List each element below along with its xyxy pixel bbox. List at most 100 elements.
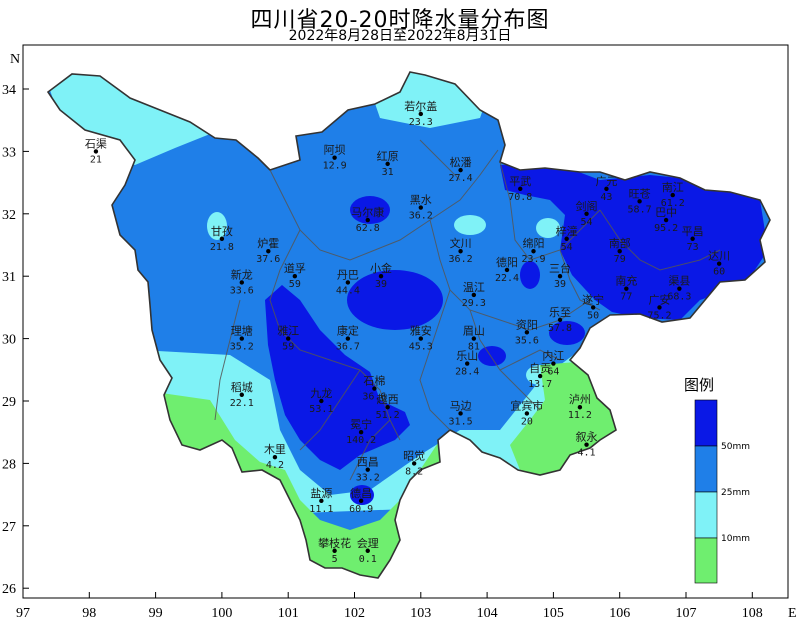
station-dot [332, 155, 337, 160]
station-value: 70.8 [508, 192, 532, 203]
station-value: 11.1 [309, 504, 333, 515]
station-value: 4.1 [578, 448, 596, 459]
x-tick-label: 101 [278, 606, 299, 621]
station-dot [365, 467, 370, 472]
station-value: 0.1 [359, 554, 377, 565]
x-tick-label: 104 [477, 606, 498, 621]
station: 眉山 81 [463, 325, 485, 353]
station-name: 昭觉 [403, 449, 425, 462]
station-dot [465, 361, 470, 366]
station: 达川 60 [708, 250, 730, 278]
station-value: 13.7 [528, 379, 552, 390]
station-dot [504, 267, 510, 273]
station-dot [372, 386, 377, 391]
station-dot [345, 280, 351, 285]
y-tick-label: 28 [2, 457, 16, 472]
station: 理塘 35.2 [230, 324, 254, 353]
station-name: 丹巴 [337, 268, 359, 281]
station-value: 39 [375, 279, 387, 290]
station: 平武 70.8 [508, 175, 532, 203]
station-name: 梓潼 [556, 224, 578, 238]
legend-swatch-medium [694, 445, 718, 493]
station: 文川 36.2 [449, 236, 473, 265]
station: 丹巴 44.4 [336, 268, 360, 296]
station: 红原 31 [377, 150, 399, 178]
station: 德昌 60.9 [349, 486, 373, 515]
precip-light-spot-4 [536, 218, 560, 238]
station: 南充 77 [615, 274, 637, 303]
station-value: 60.9 [349, 504, 373, 515]
station-name: 道孚 [284, 261, 306, 275]
station-name: 宜宾市 [510, 398, 543, 412]
precip-heavy-west [265, 285, 410, 470]
station-value: 5 [332, 554, 338, 565]
station-dot [590, 305, 596, 310]
station-dot [471, 292, 477, 298]
station: 炉霍 37.6 [256, 237, 280, 265]
y-tick-label: 34 [2, 83, 16, 98]
station-value: 59 [282, 342, 294, 353]
y-tick-label: 27 [2, 520, 16, 535]
station-dot [358, 430, 364, 435]
station-name: 内江 [542, 349, 564, 363]
station: 马尔康 62.8 [351, 205, 384, 234]
station-value: 59 [289, 279, 301, 290]
station: 康定 36.7 [336, 324, 360, 353]
station: 遂宁 50 [582, 292, 604, 321]
precip-heavy-spot-2 [478, 346, 506, 366]
station-value: 31.5 [449, 416, 473, 427]
station-name: 资阳 [516, 318, 538, 331]
station-dot [584, 211, 589, 216]
station-value: 12.9 [323, 161, 347, 172]
station-value: 21.8 [210, 242, 234, 253]
station-value: 20 [521, 416, 533, 427]
station-name: 巴中 [655, 206, 677, 219]
station: 小金 39 [370, 261, 392, 290]
station-name: 平昌 [682, 225, 704, 238]
station-value: 51.2 [376, 410, 400, 421]
station: 广安 75.2 [647, 292, 671, 321]
station-value: 64 [547, 367, 559, 378]
station: 剑阁 54 [576, 199, 598, 228]
station-value: 57.8 [548, 323, 572, 334]
station-value: 68.3 [667, 292, 691, 303]
x-tick-label: 106 [609, 606, 630, 621]
station: 泸州 11.2 [568, 393, 592, 421]
station-value: 60 [713, 267, 725, 278]
station-name: 遂宁 [582, 292, 604, 306]
station: 冕宁 140.2 [346, 417, 376, 446]
station-dot [458, 167, 463, 173]
station-name: 剑阁 [576, 199, 598, 213]
station-name: 越西 [377, 392, 399, 406]
station-value: 54 [561, 242, 573, 253]
station: 广元 43 [595, 175, 617, 203]
station: 九龙 53.1 [309, 387, 333, 415]
station-value: 29.3 [462, 298, 486, 309]
station-value: 73 [687, 242, 699, 253]
station-name: 稻城 [231, 381, 253, 394]
station-dot [557, 317, 563, 323]
station-value: 33.6 [230, 285, 254, 296]
station-value: 8.2 [405, 466, 423, 477]
precip-heavy-spot-4 [350, 485, 374, 505]
station-name: 阿坝 [324, 143, 346, 157]
station-dot [286, 336, 291, 341]
precip-heavy-spot-5 [520, 261, 540, 289]
station-dot [604, 186, 609, 192]
station-name: 新龙 [231, 267, 253, 281]
station-name: 木里 [264, 443, 286, 456]
station-name: 旺苍 [629, 187, 651, 200]
station-name: 黑水 [410, 194, 432, 207]
station: 梓潼 54 [556, 224, 578, 253]
station-value: 36.7 [336, 342, 360, 353]
station: 德阳 22.4 [495, 255, 519, 284]
station-dot [358, 498, 364, 504]
station-value: 36.2 [449, 254, 473, 265]
station-name: 南部 [609, 236, 631, 250]
station: 资阳 35.6 [515, 318, 539, 346]
station-dot [411, 461, 417, 466]
station-value: 75.2 [647, 310, 671, 321]
station-value: 95.2 [654, 223, 678, 234]
station-name: 南江 [662, 181, 684, 194]
